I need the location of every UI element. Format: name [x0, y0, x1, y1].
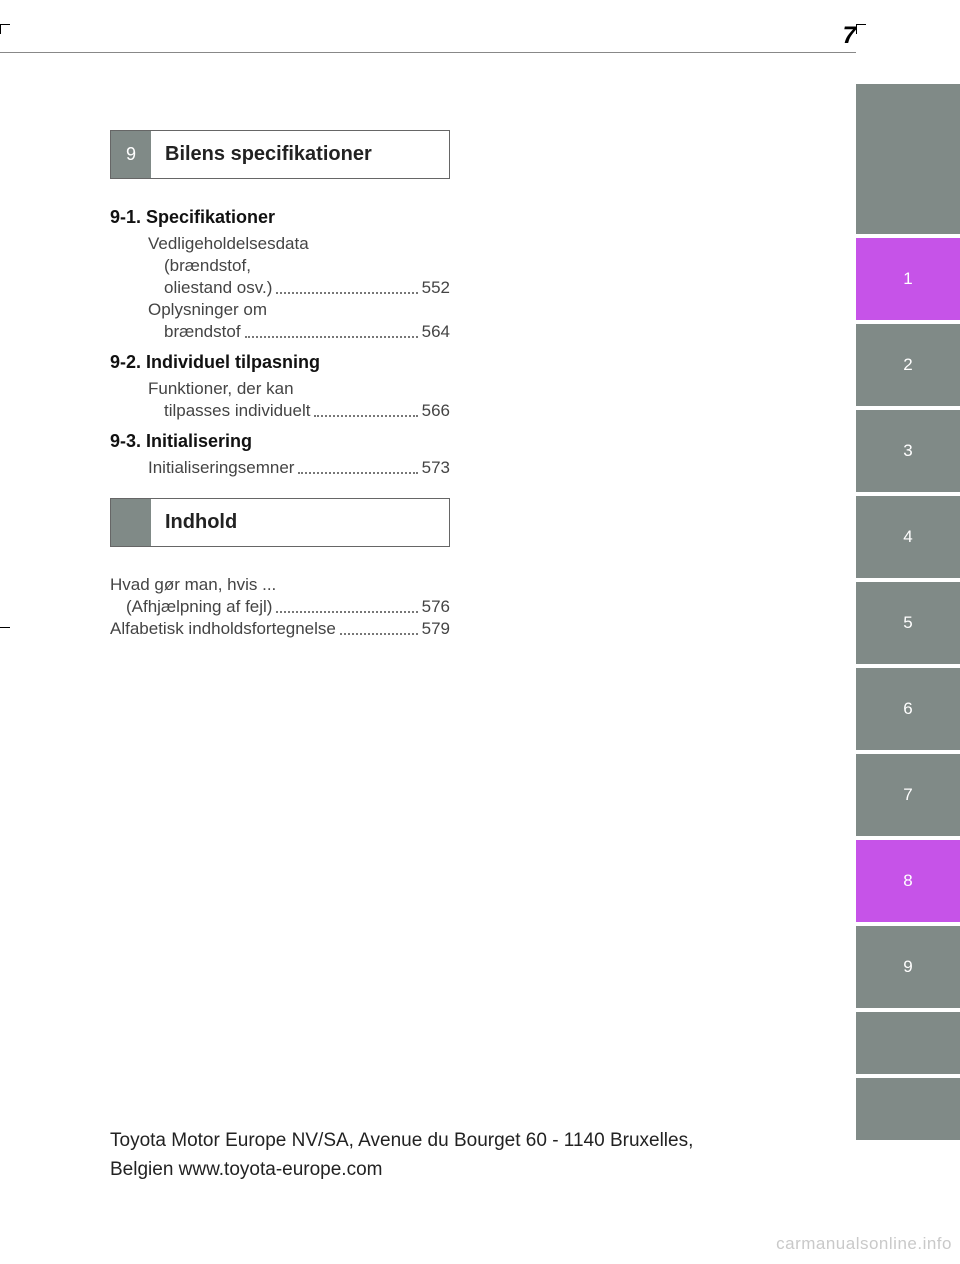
toc-entry: Initialiseringsemner 573	[110, 458, 450, 478]
footer-text: Toyota Motor Europe NV/SA, Avenue du Bou…	[110, 1127, 750, 1184]
tab-1[interactable]: 1	[856, 238, 960, 320]
toc-label: oliestand osv.)	[148, 278, 272, 298]
toc-dots	[276, 292, 417, 294]
tab-4[interactable]: 4	[856, 496, 960, 578]
toc-entry: oliestand osv.) 552	[110, 278, 450, 298]
toc-label: tilpasses individuelt	[148, 401, 310, 421]
content-column: 9 Bilens specifikationer 9-1. Specifikat…	[110, 130, 450, 641]
toc-label: Initialiseringsemner	[148, 458, 294, 478]
section-heading-9-2: 9-2. Individuel tilpasning	[110, 352, 450, 373]
toc-dots	[314, 415, 417, 417]
header-rule	[0, 52, 856, 53]
watermark: carmanualsonline.info	[776, 1234, 952, 1254]
toc-dots	[245, 336, 418, 338]
toc-entry: Oplysninger om	[110, 300, 450, 320]
chapter-header-index: Indhold	[110, 498, 450, 547]
toc-entry: brændstof 564	[110, 322, 450, 342]
toc-entry: Vedligeholdelsesdata	[110, 234, 450, 254]
toc-entry: (brændstof,	[110, 256, 450, 276]
crop-mark-tr	[856, 24, 866, 34]
toc-label: Oplysninger om	[148, 300, 267, 320]
chapter-number-box-blank	[111, 499, 151, 546]
tab-3[interactable]: 3	[856, 410, 960, 492]
tab-7[interactable]: 7	[856, 754, 960, 836]
toc-label: (Afhjælpning af fejl)	[110, 597, 272, 617]
section-tabs: 1 2 3 4 5 6 7 8 9	[856, 84, 960, 1140]
section-heading-9-1: 9-1. Specifikationer	[110, 207, 450, 228]
tab-blank-top	[856, 84, 960, 234]
toc-entry: Alfabetisk indholdsfortegnelse 579	[110, 619, 450, 639]
toc-dots	[298, 472, 417, 474]
toc-page-ref: 576	[422, 597, 450, 617]
tab-8[interactable]: 8	[856, 840, 960, 922]
tab-2[interactable]: 2	[856, 324, 960, 406]
toc-label: brændstof	[148, 322, 241, 342]
crop-mark-tl	[0, 24, 10, 34]
chapter-title-index: Indhold	[151, 499, 251, 546]
tab-5[interactable]: 5	[856, 582, 960, 664]
chapter-header-9: 9 Bilens specifikationer	[110, 130, 450, 179]
toc-page-ref: 573	[422, 458, 450, 478]
toc-label: Funktioner, der kan	[148, 379, 294, 399]
toc-page-ref: 579	[422, 619, 450, 639]
toc-dots	[340, 633, 418, 635]
chapter-number-box: 9	[111, 131, 151, 178]
toc-label: (brændstof,	[148, 256, 251, 276]
toc-label: Alfabetisk indholdsfortegnelse	[110, 619, 336, 639]
page-number: 7	[843, 22, 856, 50]
toc-label: Hvad gør man, hvis ...	[110, 575, 276, 595]
tab-9[interactable]: 9	[856, 926, 960, 1008]
toc-entry: tilpasses individuelt 566	[110, 401, 450, 421]
crop-mark-ml	[0, 627, 10, 637]
section-heading-9-3: 9-3. Initialisering	[110, 431, 450, 452]
toc-label: Vedligeholdelsesdata	[148, 234, 309, 254]
toc-page-ref: 566	[422, 401, 450, 421]
tab-6[interactable]: 6	[856, 668, 960, 750]
toc-entry: Funktioner, der kan	[110, 379, 450, 399]
tab-blank-bottom	[856, 1012, 960, 1074]
toc-entry: (Afhjælpning af fejl) 576	[110, 597, 450, 617]
toc-page-ref: 552	[422, 278, 450, 298]
toc-dots	[276, 611, 417, 613]
tab-blank-bottom	[856, 1078, 960, 1140]
chapter-title: Bilens specifikationer	[151, 131, 386, 178]
toc-entry: Hvad gør man, hvis ...	[110, 575, 450, 595]
toc-page-ref: 564	[422, 322, 450, 342]
